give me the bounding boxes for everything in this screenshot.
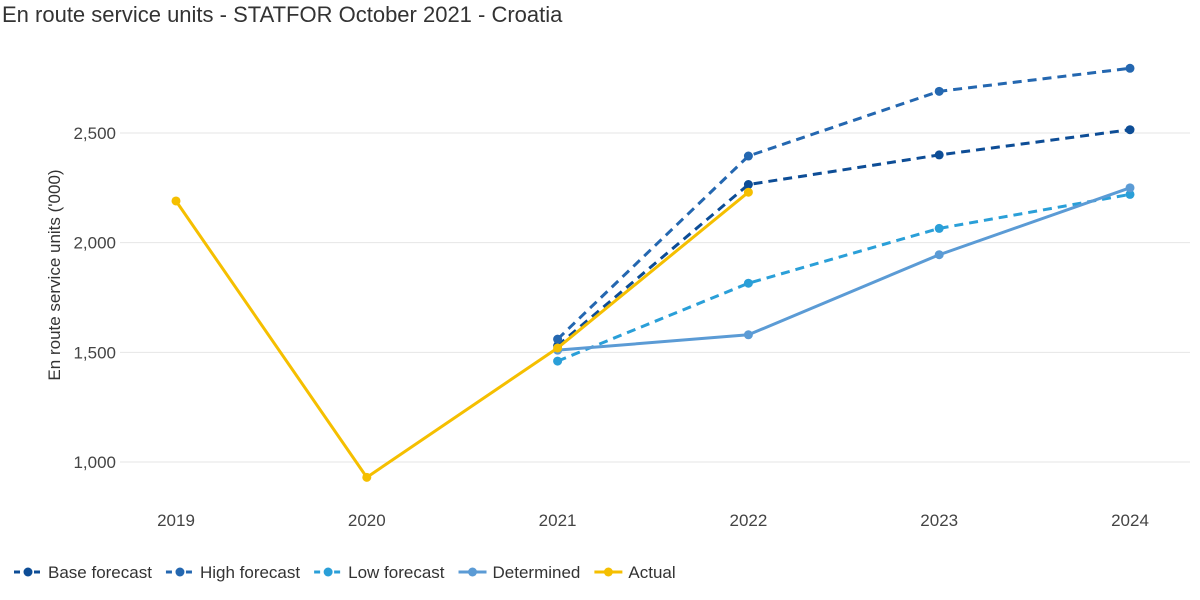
data-point[interactable] [362,472,372,482]
y-tick-label: 1,000 [73,453,116,472]
y-axis-title: En route service units ('000) [45,169,64,380]
data-point[interactable] [171,196,181,206]
data-point[interactable] [553,356,563,366]
data-point[interactable] [743,330,753,340]
y-tick-label: 2,500 [73,124,116,143]
x-tick-label: 2022 [729,511,767,530]
y-tick-label: 1,500 [73,343,116,362]
grid-lines [120,132,1190,463]
legend-label: Determined [493,563,581,582]
x-tick-label: 2023 [920,511,958,530]
data-point[interactable] [1125,125,1135,135]
data-point[interactable] [934,250,944,260]
y-tick-label: 2,000 [73,234,116,253]
x-tick-label: 2020 [348,511,386,530]
series-line [557,186,1131,352]
series-low-forecast [553,189,1135,366]
legend[interactable]: Base forecast High forecast Low forecast De… [14,563,676,582]
data-point[interactable] [743,180,753,190]
y-axis-ticks: 1,000 1,500 2,000 2,500 [73,124,116,472]
data-point[interactable] [553,334,563,344]
legend-marker [603,567,613,577]
series-line [556,128,1131,347]
data-point[interactable] [1125,189,1135,199]
series-high-forecast [553,63,1135,344]
series-lines [171,63,1135,482]
legend-item[interactable]: Low forecast [314,563,445,582]
data-point[interactable] [934,86,944,96]
legend-label: Actual [628,563,675,582]
data-point[interactable] [743,151,753,161]
legend-marker [175,567,185,577]
series-line [557,192,1131,363]
x-axis-ticks: 2019 2020 2021 2022 2023 2024 [157,511,1149,530]
legend-label: Low forecast [348,563,445,582]
chart-title: En route service units - STATFOR October… [2,2,563,27]
data-point[interactable] [1125,63,1135,73]
data-point[interactable] [1125,183,1135,193]
data-point[interactable] [934,223,944,233]
legend-marker [323,567,333,577]
data-point[interactable] [743,187,753,197]
legend-item[interactable]: Determined [458,563,581,582]
legend-label: Base forecast [48,563,152,582]
legend-marker [468,567,478,577]
data-point[interactable] [743,278,753,288]
x-tick-label: 2024 [1111,511,1149,530]
series-line [556,66,1131,341]
series-actual [171,187,753,482]
series-base-forecast [553,125,1135,351]
legend-item[interactable]: Base forecast [14,563,152,582]
x-tick-label: 2019 [157,511,195,530]
data-point[interactable] [934,150,944,160]
legend-label: High forecast [200,563,300,582]
legend-item[interactable]: High forecast [165,563,300,582]
legend-marker [23,567,33,577]
data-point[interactable] [553,343,563,353]
x-tick-label: 2021 [539,511,577,530]
series-line [174,191,750,479]
legend-item[interactable]: Actual [594,563,676,582]
